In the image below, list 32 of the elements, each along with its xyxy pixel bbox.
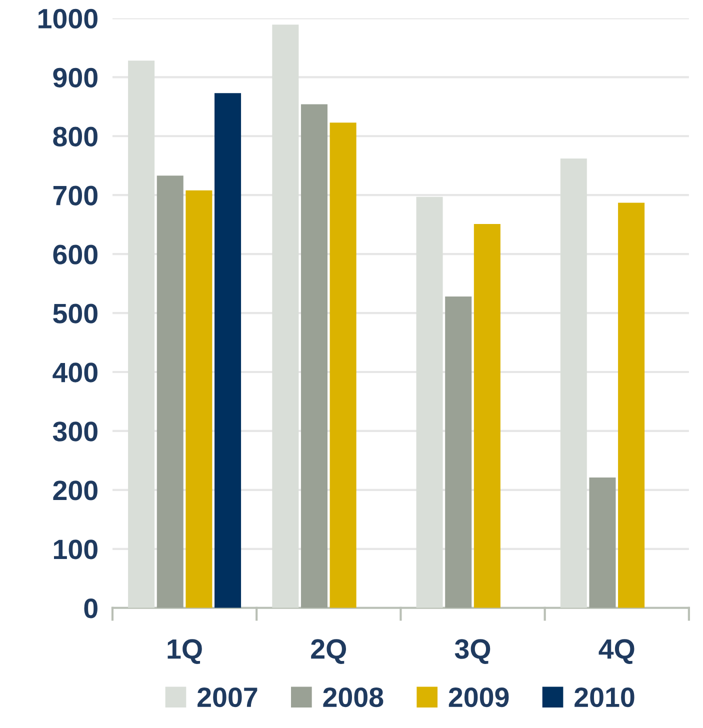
bar bbox=[445, 296, 472, 608]
y-tick-label: 200 bbox=[53, 480, 98, 500]
bar bbox=[272, 24, 299, 608]
x-tick-label: 1Q bbox=[168, 639, 202, 664]
bar bbox=[618, 202, 645, 608]
y-tick-label: 0 bbox=[84, 598, 98, 618]
bar bbox=[330, 122, 356, 608]
bar bbox=[156, 176, 184, 608]
y-tick-label: 300 bbox=[52, 422, 98, 442]
legend-label: 2008 bbox=[323, 687, 384, 708]
bar bbox=[300, 104, 328, 608]
y-tick-label: 800 bbox=[53, 126, 98, 146]
bar bbox=[560, 158, 587, 608]
x-tick-label: 2Q bbox=[311, 639, 346, 664]
y-tick-label: 600 bbox=[53, 244, 98, 264]
legend-label: 2007 bbox=[198, 687, 258, 708]
y-tick-label: 100 bbox=[54, 540, 98, 560]
bar bbox=[214, 93, 242, 608]
bar bbox=[128, 60, 155, 608]
legend-label: 2009 bbox=[448, 687, 509, 708]
y-tick-label: 1000 bbox=[38, 8, 98, 29]
y-tick-label: 400 bbox=[52, 362, 98, 382]
legend-label: 2010 bbox=[574, 687, 634, 708]
x-tick-label: 4Q bbox=[598, 639, 634, 664]
bar bbox=[589, 478, 616, 608]
bar bbox=[186, 190, 212, 608]
x-tick-label: 3Q bbox=[454, 639, 490, 664]
y-tick-label: 900 bbox=[53, 68, 98, 88]
bar bbox=[416, 196, 443, 608]
y-tick-label: 700 bbox=[53, 186, 98, 206]
y-tick-label: 500 bbox=[53, 304, 98, 324]
bar bbox=[474, 224, 500, 608]
